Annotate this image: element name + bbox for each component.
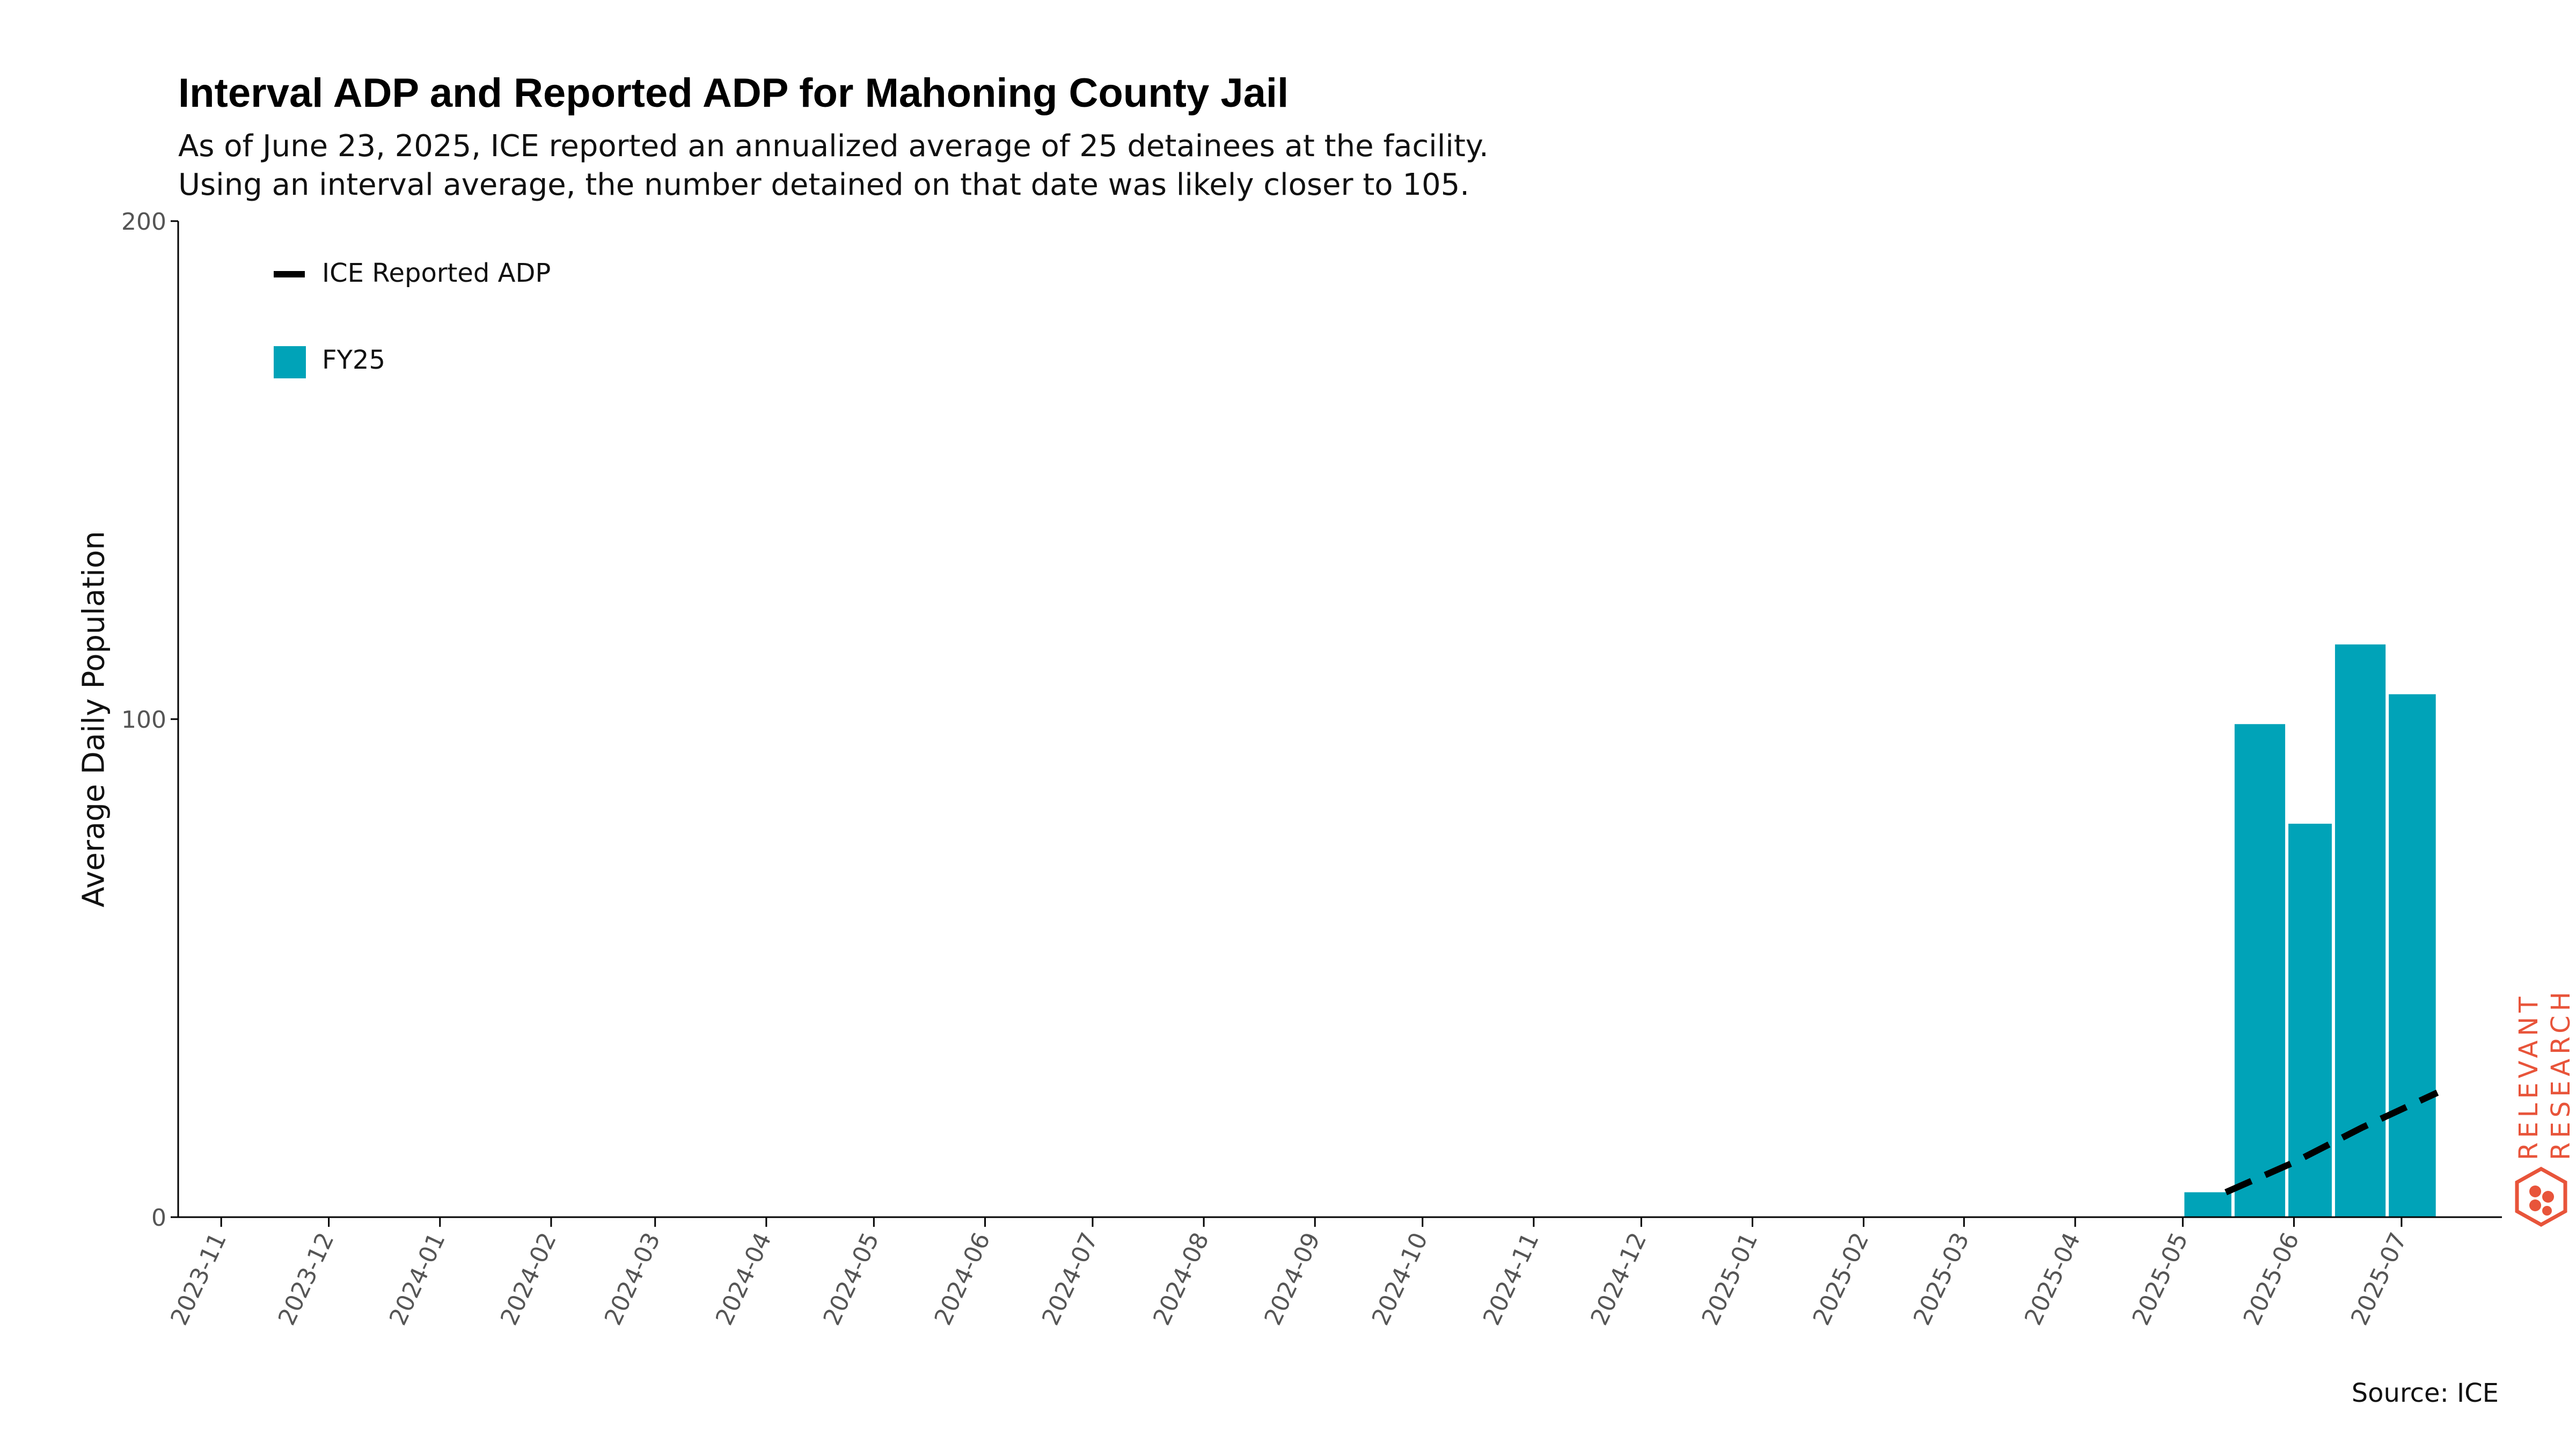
x-tick-label: 2024-11 [1478,1228,1545,1329]
x-tick-label: 2024-05 [818,1228,884,1329]
x-tick-label: 2023-11 [165,1228,232,1329]
x-tick-label: 2025-01 [1696,1228,1763,1329]
x-tick-label: 2024-09 [1259,1228,1326,1329]
bar-1 [2184,1192,2231,1217]
reported-adp-line [2224,1089,2439,1196]
legend-label-reported-adp: ICE Reported ADP [322,258,551,288]
x-tick-label: 2024-08 [1148,1228,1214,1329]
source-note: Source: ICE [2351,1378,2499,1408]
x-tick-label: 2025-03 [1908,1228,1975,1329]
y-tick-label: 0 [151,1204,166,1232]
bar-5 [2389,694,2436,1217]
bar-3 [2288,823,2332,1217]
bar-4 [2334,644,2386,1217]
chart-subtitle-line-1: As of June 23, 2025, ICE reported an ann… [178,129,1489,164]
x-tick-label: 2024-04 [711,1228,777,1329]
x-tick-label: 2024-10 [1367,1228,1433,1329]
x-tick-label: 2025-02 [1808,1228,1875,1329]
x-tick-label: 2024-07 [1037,1228,1103,1329]
y-tick-label: 100 [121,706,166,734]
chart-title: Interval ADP and Reported ADP for Mahoni… [178,70,1289,116]
x-tick-label: 2025-06 [2238,1228,2304,1329]
x-tick-label: 2025-04 [2019,1228,2086,1329]
relevant-research-logo-icon [2515,1166,2567,1227]
logo-text-relevant: RELEVANT [2514,992,2544,1160]
x-tick-label: 2023-12 [273,1228,340,1329]
legend-swatch-fy25 [274,346,306,378]
legend-label-fy25: FY25 [322,345,386,375]
x-tick-label: 2024-12 [1585,1228,1652,1329]
bar-2 [2234,724,2286,1217]
x-tick-label: 2024-02 [495,1228,562,1329]
x-tick-label: 2024-03 [599,1228,666,1329]
y-tick-label: 200 [121,208,166,236]
legend-swatch-reported-adp [274,271,305,277]
x-tick-label: 2024-06 [930,1228,996,1329]
x-tick-label: 2024-01 [384,1228,451,1329]
chart-subtitle-line-2: Using an interval average, the number de… [178,167,1470,202]
logo-text-research: RESEARCH [2546,987,2576,1160]
x-tick-label: 2025-07 [2346,1228,2412,1329]
x-tick-label: 2025-05 [2127,1228,2193,1329]
